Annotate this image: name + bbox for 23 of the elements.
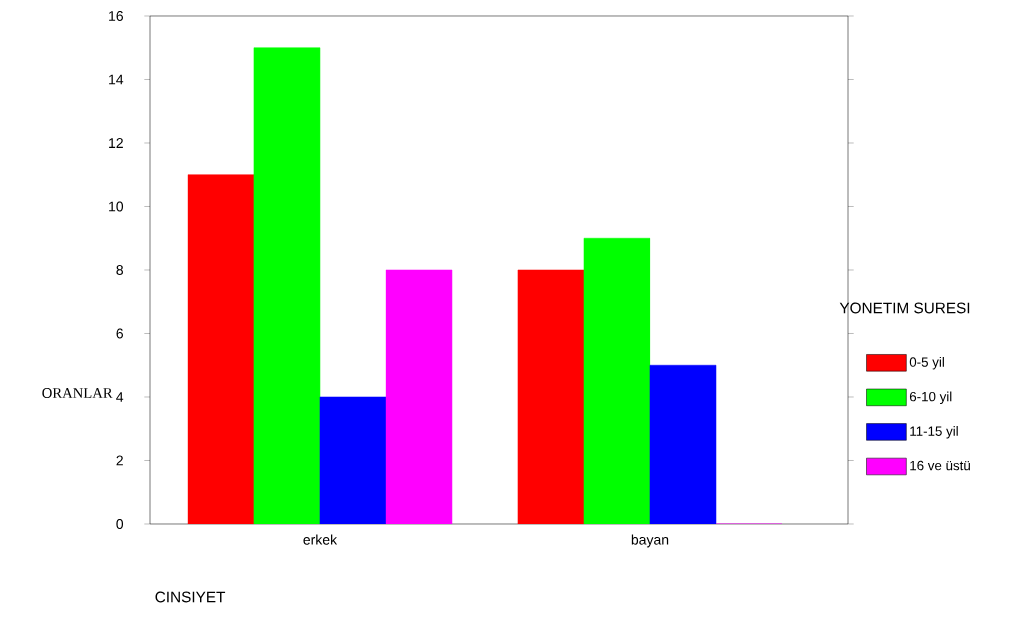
x-tick-label: erkek xyxy=(303,534,338,545)
legend-label: 0-5 yil xyxy=(909,356,944,370)
y-tick-label: 6 xyxy=(116,328,123,339)
y-tick-label: 10 xyxy=(109,201,124,212)
bar xyxy=(187,174,255,524)
bar xyxy=(253,47,321,524)
legend-title: YONETIM SURESI xyxy=(839,302,970,314)
y-tick-label: 14 xyxy=(109,74,124,85)
bar xyxy=(517,269,585,524)
y-tick-label: 8 xyxy=(116,265,123,275)
legend-label: 16 ve üstü xyxy=(910,460,970,471)
y-tick-label: 0 xyxy=(116,519,124,529)
y-tick-label: 16 xyxy=(109,11,123,21)
y-tick-label: 12 xyxy=(109,138,123,148)
y-tick-label: 2 xyxy=(116,455,123,466)
legend-label: 6-10 yil xyxy=(909,391,952,404)
bar xyxy=(385,269,453,524)
x-axis-title: CINSIYET xyxy=(155,591,226,603)
legend-label: 11-15 yil xyxy=(910,426,958,439)
bar xyxy=(583,237,651,524)
x-tick-label: bayan xyxy=(631,534,669,548)
y-tick-label: 4 xyxy=(116,392,124,402)
y-axis-title: ORANLAR xyxy=(42,388,113,398)
